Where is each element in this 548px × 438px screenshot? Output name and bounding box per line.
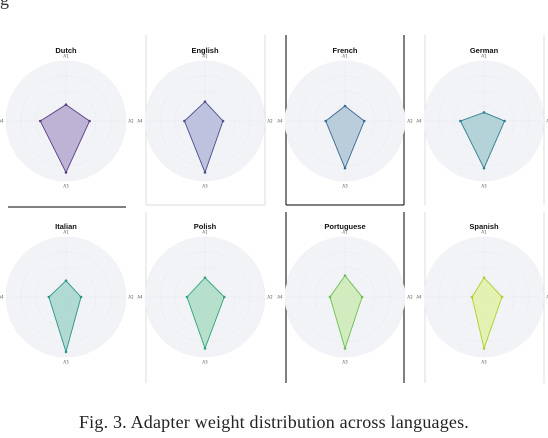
- radar-axis-label: A3: [63, 360, 69, 365]
- radar-vertex: [482, 347, 486, 350]
- panel-title: Dutch: [55, 46, 77, 55]
- radar-panels: A1A2A3A4DutchA1A2A3A4EnglishA1A2A3A4Fren…: [0, 46, 548, 365]
- radar-grid-ring: [5, 60, 127, 182]
- radar-vertex: [482, 276, 486, 280]
- radar-grid-ring: [5, 236, 127, 358]
- radar-axis-label: A3: [202, 184, 208, 189]
- radar-axis-label: A3: [481, 360, 487, 365]
- radar-vertex: [38, 119, 42, 123]
- radar-panel-portuguese: A1 A2 A3 A4 Portuguese: [277, 222, 413, 365]
- radar-vertex: [343, 104, 347, 108]
- radar-axis-label: A1: [481, 54, 487, 59]
- radar-vertex: [79, 295, 83, 299]
- radar-axis-label: A2: [546, 295, 548, 300]
- radar-vertex: [183, 119, 186, 123]
- radar-axis-label: A2: [128, 119, 134, 124]
- radar-panel-spanish: A1 A2 A3 A4 Spanish: [416, 222, 548, 365]
- panel-title: Spanish: [469, 222, 499, 231]
- radar-panel-polish: A1 A2 A3 A4 Polish: [137, 222, 273, 365]
- panel-title: Italian: [55, 222, 77, 231]
- radar-vertex: [222, 295, 226, 299]
- radar-vertex: [343, 274, 347, 277]
- radar-panel-italian: A1 A2 A3 A4 Italian: [0, 222, 134, 365]
- radar-panel-french: A1 A2 A3 A4 French: [277, 46, 413, 189]
- panel-title: Portuguese: [324, 222, 365, 231]
- radar-vertex: [470, 295, 474, 299]
- radar-axis-label: A4: [137, 119, 143, 124]
- radar-axis-label: A1: [202, 54, 208, 59]
- radar-vertex: [185, 295, 189, 299]
- radar-vertex: [203, 100, 207, 104]
- radar-grid-ring: [144, 60, 266, 182]
- radar-axis-label: A4: [0, 295, 4, 300]
- radar-vertex: [203, 171, 207, 174]
- radar-axis-label: A2: [267, 295, 273, 300]
- radar-grid-ring: [144, 236, 266, 358]
- radar-axis-label: A3: [63, 184, 69, 189]
- radar-axis-label: A1: [202, 230, 208, 235]
- radar-axis-label: A1: [63, 230, 69, 235]
- radar-grid-ring: [284, 60, 406, 182]
- radar-vertex: [64, 103, 68, 107]
- top-text-fragment: g: [0, 0, 9, 10]
- radar-panel-english: A1 A2 A3 A4 English: [137, 46, 273, 189]
- radar-vertex: [343, 347, 347, 350]
- radar-vertex: [324, 119, 328, 123]
- figure-caption: Fig. 3. Adapter weight distribution acro…: [78, 412, 470, 432]
- radar-axis-label: A1: [481, 230, 487, 235]
- radar-axis-label: A2: [267, 119, 273, 124]
- radar-axis-label: A4: [416, 295, 422, 300]
- radar-panel-german: A1 A2 A3 A4 German: [416, 46, 548, 189]
- radar-vertex: [362, 119, 366, 123]
- radar-axis-label: A3: [481, 184, 487, 189]
- radar-axis-label: A3: [342, 360, 348, 365]
- radar-axis-label: A2: [128, 295, 134, 300]
- radar-axis-label: A4: [277, 119, 283, 124]
- radar-axis-label: A1: [342, 54, 348, 59]
- panel-title: German: [470, 46, 499, 55]
- radar-panel-dutch: A1 A2 A3 A4 Dutch: [0, 46, 134, 189]
- radar-axis-label: A3: [202, 360, 208, 365]
- radar-axis-label: A4: [0, 119, 4, 124]
- radar-axis-label: A4: [137, 295, 143, 300]
- radar-vertex: [459, 119, 462, 123]
- panel-title: French: [332, 46, 357, 55]
- radar-vertex: [64, 171, 68, 174]
- radar-axis-label: A4: [277, 295, 283, 300]
- radar-vertex: [500, 295, 504, 299]
- radar-axis-label: A1: [342, 230, 348, 235]
- radar-vertex: [360, 295, 364, 299]
- panel-title: English: [191, 46, 219, 55]
- radar-grid-ring: [423, 60, 545, 182]
- panel-title: Polish: [194, 222, 217, 231]
- radar-vertex: [503, 119, 506, 123]
- radar-grid-ring: [423, 236, 545, 358]
- radar-vertex: [64, 279, 68, 283]
- radar-vertex: [343, 166, 347, 170]
- radar-vertex: [203, 276, 207, 280]
- radar-vertex: [328, 295, 332, 299]
- radar-axis-label: A2: [546, 119, 548, 124]
- radar-vertex: [47, 295, 51, 299]
- radar-vertex: [482, 111, 486, 114]
- radar-axis-label: A1: [63, 54, 69, 59]
- radar-vertex: [482, 166, 486, 170]
- radar-axis-label: A2: [407, 119, 413, 124]
- radar-figure: A1A2A3A4DutchA1A2A3A4EnglishA1A2A3A4Fren…: [0, 35, 548, 383]
- radar-axis-label: A4: [416, 119, 422, 124]
- radar-vertex: [221, 119, 225, 123]
- radar-vertex: [64, 350, 68, 354]
- radar-vertex: [88, 119, 91, 123]
- radar-axis-label: A2: [407, 295, 413, 300]
- radar-grid-ring: [284, 236, 406, 358]
- radar-axis-label: A3: [342, 184, 348, 189]
- radar-vertex: [203, 347, 207, 350]
